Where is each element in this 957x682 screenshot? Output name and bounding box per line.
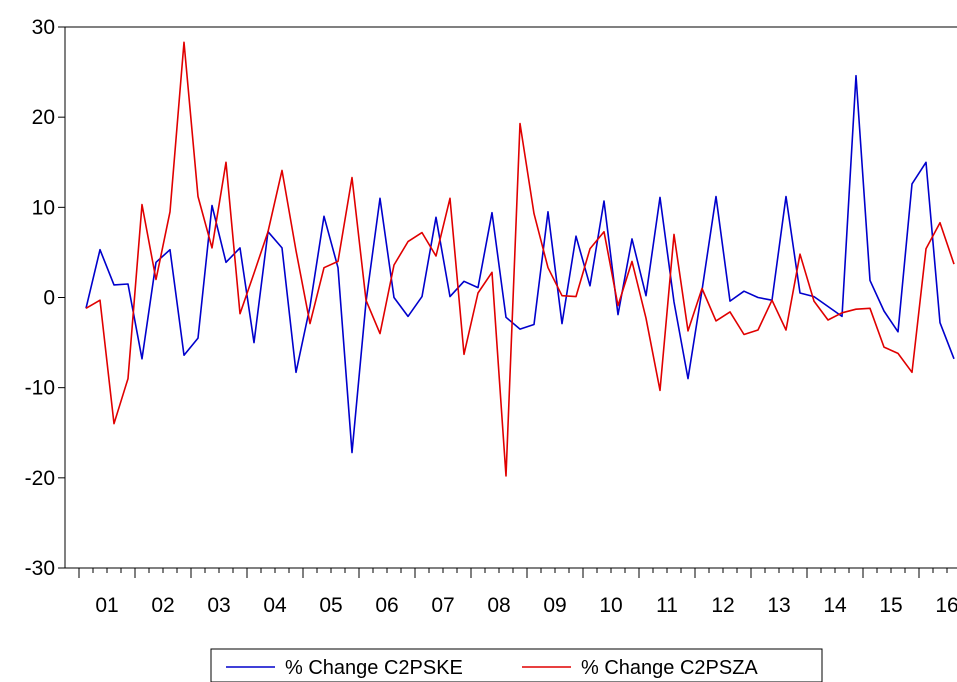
- series-line-c2pske: [85, 74, 955, 454]
- y-tick-label: 0: [43, 287, 55, 310]
- x-tick-label: 03: [207, 594, 230, 617]
- x-tick-label: 11: [656, 594, 678, 617]
- y-tick-label: 30: [32, 16, 55, 39]
- y-tick-label: 20: [32, 106, 55, 129]
- plot-frame: [64, 26, 957, 569]
- y-tick-label: -30: [25, 557, 55, 580]
- x-tick-label: 12: [711, 594, 734, 617]
- y-axis-ticks: 30 20 10 0 -10 -20 -30: [25, 16, 65, 580]
- x-tick-label: 06: [375, 594, 398, 617]
- legend: % Change C2PSKE % Change C2PSZA: [210, 648, 823, 682]
- x-tick-label: 14: [823, 594, 847, 617]
- legend-box: [210, 648, 823, 682]
- x-tick-label: 10: [599, 594, 622, 617]
- x-tick-label: 08: [487, 594, 510, 617]
- x-tick-label: 13: [767, 594, 790, 617]
- x-tick-label: 04: [263, 594, 287, 617]
- x-tick-label: 01: [95, 594, 118, 617]
- y-tick-label: -20: [25, 467, 55, 490]
- x-tick-label: 02: [151, 594, 174, 617]
- x-axis-ticks: 01 02 03 04 05 06 07 08 09 10 11 12 13 14 15 16: [78, 568, 957, 617]
- series-lines: [85, 41, 955, 477]
- x-tick-label: 09: [543, 594, 566, 617]
- x-tick-label: 16: [935, 594, 957, 617]
- y-tick-label: -10: [25, 377, 55, 400]
- x-tick-label: 07: [431, 594, 454, 617]
- legend-label-c2pske: % Change C2PSKE: [285, 657, 463, 679]
- legend-label-c2psza: % Change C2PSZA: [581, 657, 758, 679]
- x-tick-label: 05: [319, 594, 342, 617]
- y-tick-label: 10: [32, 196, 55, 219]
- series-line-c2psza: [85, 41, 955, 477]
- x-tick-label: 15: [879, 594, 902, 617]
